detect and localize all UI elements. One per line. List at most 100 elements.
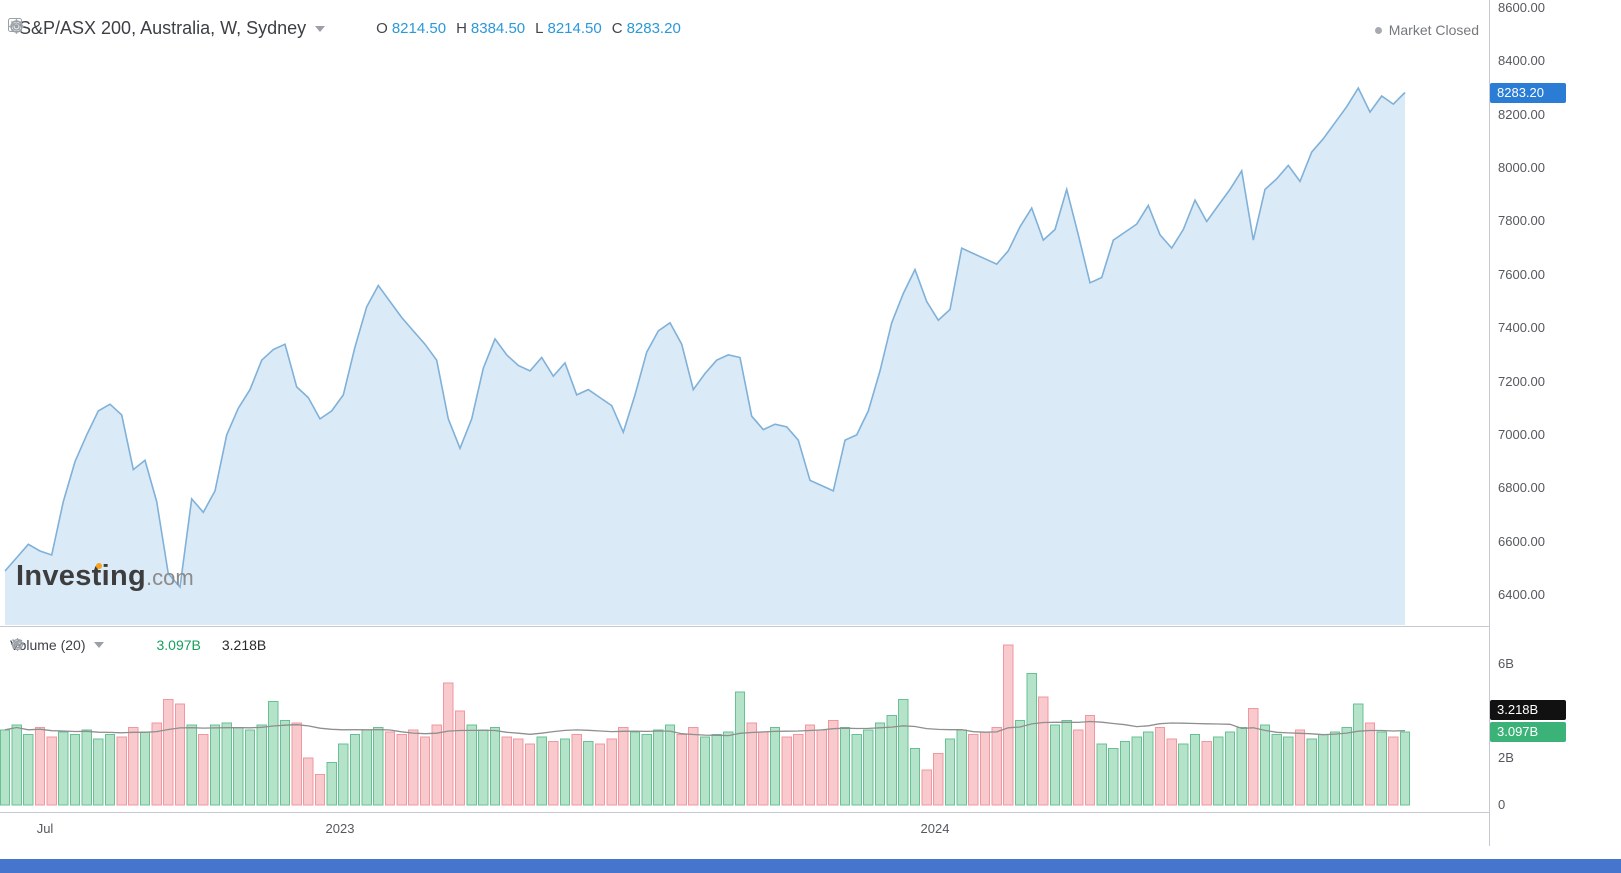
- volume-bar: [991, 727, 1002, 806]
- volume-bar: [618, 727, 629, 806]
- volume-bar: [1248, 708, 1259, 806]
- volume-bar: [933, 752, 944, 806]
- volume-bar: [1364, 722, 1376, 806]
- volume-bar: [874, 722, 886, 806]
- volume-bar: [1294, 729, 1306, 806]
- volume-bar: [1166, 738, 1177, 806]
- volume-bar: [688, 727, 699, 806]
- volume-bar: [268, 701, 279, 806]
- volume-bar: [968, 734, 979, 806]
- volume-bar: [1329, 731, 1341, 806]
- price-scale[interactable]: 8600.00 8400.00 8200.00 8000.00 7800.00 7600.…: [1490, 0, 1621, 846]
- volume-bar: [384, 731, 396, 806]
- price-tick-label: 8200.00: [1498, 107, 1545, 122]
- volume-bar: [69, 734, 81, 806]
- investing-watermark: Investing .com: [16, 560, 194, 593]
- volume-bar: [478, 729, 489, 806]
- volume-bar: [1038, 696, 1049, 806]
- price-tick-label: 8600.00: [1498, 0, 1545, 15]
- volume-bar: [58, 731, 69, 806]
- volume-bar: [1306, 738, 1317, 806]
- volume-indicator-title[interactable]: Volume (20): [10, 637, 86, 653]
- volume-bar: [338, 743, 349, 806]
- pane-separator[interactable]: [0, 626, 1621, 627]
- volume-ma-line: [4, 720, 1406, 737]
- volume-bar: [233, 727, 244, 806]
- price-chart[interactable]: [0, 0, 1489, 625]
- time-axis-label: Jul: [36, 821, 54, 836]
- volume-bar: [501, 736, 512, 806]
- volume-bar: [1388, 736, 1399, 806]
- volume-bar: [1131, 736, 1142, 806]
- volume-bar: [244, 729, 256, 806]
- chevron-down-icon[interactable]: [94, 642, 105, 648]
- volume-bar: [641, 734, 652, 806]
- orange-dot-icon: [96, 563, 102, 569]
- volume-bar: [769, 727, 781, 806]
- volume-bar: [513, 738, 524, 806]
- market-status-dot-icon: [1374, 26, 1382, 34]
- volume-bar: [81, 729, 92, 806]
- volume-bar: [326, 762, 337, 806]
- volume-bar: [723, 731, 734, 806]
- market-status: Market Closed: [1374, 22, 1479, 38]
- volume-bar: [104, 734, 116, 806]
- volume-bar: [1119, 741, 1131, 806]
- market-status-label: Market Closed: [1388, 22, 1479, 38]
- price-tick-label: 8400.00: [1498, 53, 1545, 68]
- volume-bar: [209, 724, 221, 806]
- time-scale[interactable]: Jul 2023 2024: [0, 812, 1621, 846]
- volume-bar: [303, 757, 314, 806]
- volume-bar: [1271, 734, 1282, 806]
- volume-bar: [419, 736, 431, 806]
- volume-bar: [174, 703, 186, 806]
- volume-bar: [1154, 727, 1166, 806]
- volume-bar: [1061, 719, 1072, 806]
- volume-bar: [548, 741, 559, 806]
- volume-bar: [11, 724, 22, 806]
- volume-bar: [1108, 748, 1119, 806]
- price-tick-label: 7800.00: [1498, 213, 1545, 228]
- volume-bar: [256, 724, 267, 806]
- watermark-brand: Investing: [16, 560, 146, 592]
- volume-bar: [1073, 729, 1084, 806]
- volume-bar: [1026, 672, 1037, 806]
- volume-bar: [524, 743, 536, 806]
- volume-bar: [314, 773, 326, 806]
- volume-bar: [816, 729, 827, 806]
- volume-bar: [793, 734, 804, 806]
- time-axis-label: 2024: [920, 821, 950, 836]
- volume-bar: [571, 734, 582, 806]
- volume-bar: [1353, 703, 1364, 806]
- price-area: [5, 88, 1405, 625]
- price-tick-label: 7200.00: [1498, 374, 1545, 389]
- volume-bar: [956, 729, 967, 806]
- close-label: C: [611, 20, 623, 37]
- volume-bar: [1143, 731, 1154, 806]
- volume-bar: [1236, 727, 1247, 806]
- volume-bar: [1003, 644, 1014, 806]
- high-label: H: [456, 20, 467, 37]
- volume-bar: [46, 736, 57, 806]
- volume-bar: [699, 736, 711, 806]
- axis-border: [1489, 0, 1490, 846]
- volume-bar: [1201, 741, 1212, 806]
- volume-bar: [863, 729, 874, 806]
- price-tick-label: 7000.00: [1498, 427, 1545, 442]
- volume-bar: [1376, 731, 1387, 806]
- volume-bar: [139, 731, 151, 806]
- volume-bar: [629, 731, 641, 806]
- volume-bar: [489, 727, 501, 806]
- volume-bar: [279, 719, 291, 806]
- volume-bar: [921, 769, 932, 806]
- volume-bar: [93, 738, 104, 806]
- volume-chart[interactable]: [0, 627, 1489, 812]
- symbol-title[interactable]: S&P/ASX 200, Australia, W, Sydney: [19, 18, 307, 38]
- ohlc-readout: O 8214.50 H 8384.50 L 8214.50 C 8283.20: [366, 20, 681, 37]
- chevron-down-icon[interactable]: [315, 25, 326, 32]
- last-price-tag: 8283.20: [1490, 83, 1566, 103]
- volume-bar: [408, 729, 419, 806]
- volume-bar: [1224, 731, 1236, 806]
- volume-bar: [898, 698, 909, 806]
